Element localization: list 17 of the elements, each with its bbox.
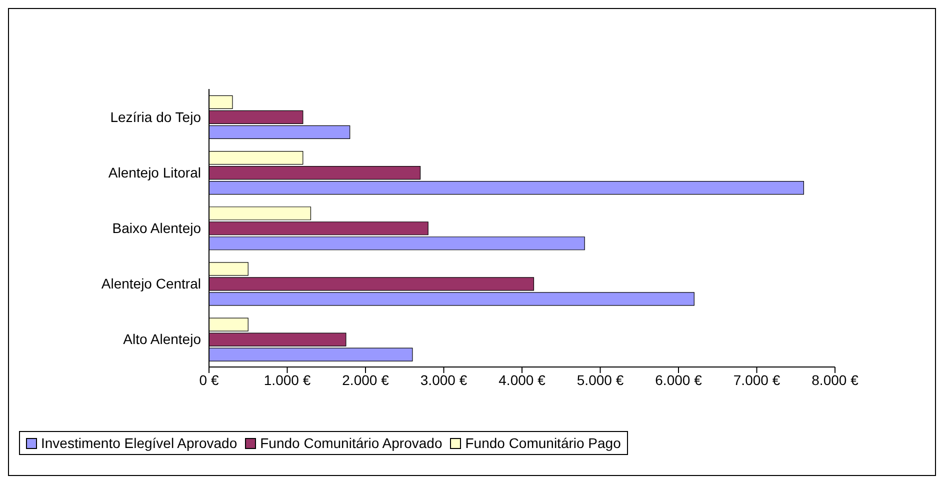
legend-label: Fundo Comunitário Aprovado <box>259 435 442 451</box>
y-tick-label: Baixo Alentejo <box>112 220 202 236</box>
x-tick-label: 3.000 € <box>420 372 468 388</box>
x-tick-label: 2.000 € <box>342 372 390 388</box>
legend-label: Fundo Comunitário Pago <box>464 435 621 451</box>
x-tick-label: 6.000 € <box>655 372 702 388</box>
y-tick-label: Alto Alentejo <box>123 331 202 348</box>
x-tick-label: 7.000 € <box>733 372 780 388</box>
x-tick-label: 8.000 € <box>812 372 859 388</box>
y-tick-label: Lezíria do Tejo <box>110 108 202 125</box>
y-tick-label: Alentejo Litoral <box>108 164 201 180</box>
x-tick-label: 5.000 € <box>576 372 624 388</box>
x-tick-label: 4.000 € <box>498 372 546 388</box>
x-tick-label: 0 € <box>199 372 219 388</box>
y-tick-label: Alentejo Central <box>101 276 201 292</box>
legend-label: Investimento Elegível Aprovado <box>40 435 238 451</box>
x-tick-label: 1.000 € <box>264 372 311 388</box>
